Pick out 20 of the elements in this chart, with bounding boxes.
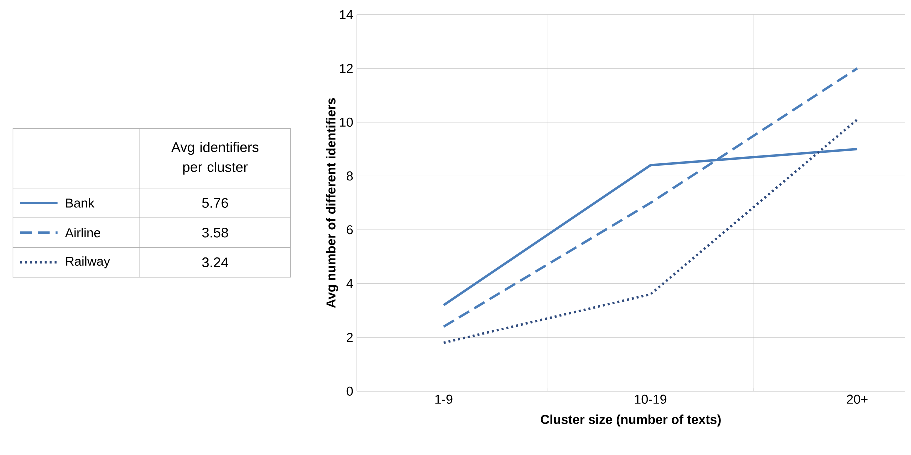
y-axis-title: Avg number of different identifiers xyxy=(326,98,338,308)
y-tick-label: 4 xyxy=(346,279,354,288)
legend-label: Airline xyxy=(65,228,100,238)
y-tick-label: 6 xyxy=(347,226,354,235)
y-tick-label: 2 xyxy=(347,333,353,342)
y-tick-label: 12 xyxy=(340,64,353,74)
y-tick-label: 0 xyxy=(346,386,354,396)
text: 3.24 xyxy=(202,258,228,268)
text: 5.76 xyxy=(202,198,228,208)
x-axis-title: Cluster size (number of texts) xyxy=(541,414,721,427)
legend-label: Bank xyxy=(66,198,95,208)
legend-label: Railway xyxy=(66,256,110,269)
x-tick-label: 20+ xyxy=(847,394,868,404)
text: Avg identifiers per cluster xyxy=(172,142,259,175)
y-tick-label: 8 xyxy=(346,172,354,181)
x-tick-label: 10-19 xyxy=(635,394,667,404)
y-tick-label: 14 xyxy=(340,10,354,20)
text: 3.58 xyxy=(202,228,228,238)
x-tick-label: 1-9 xyxy=(436,394,453,404)
y-tick-label: 10 xyxy=(340,118,354,128)
